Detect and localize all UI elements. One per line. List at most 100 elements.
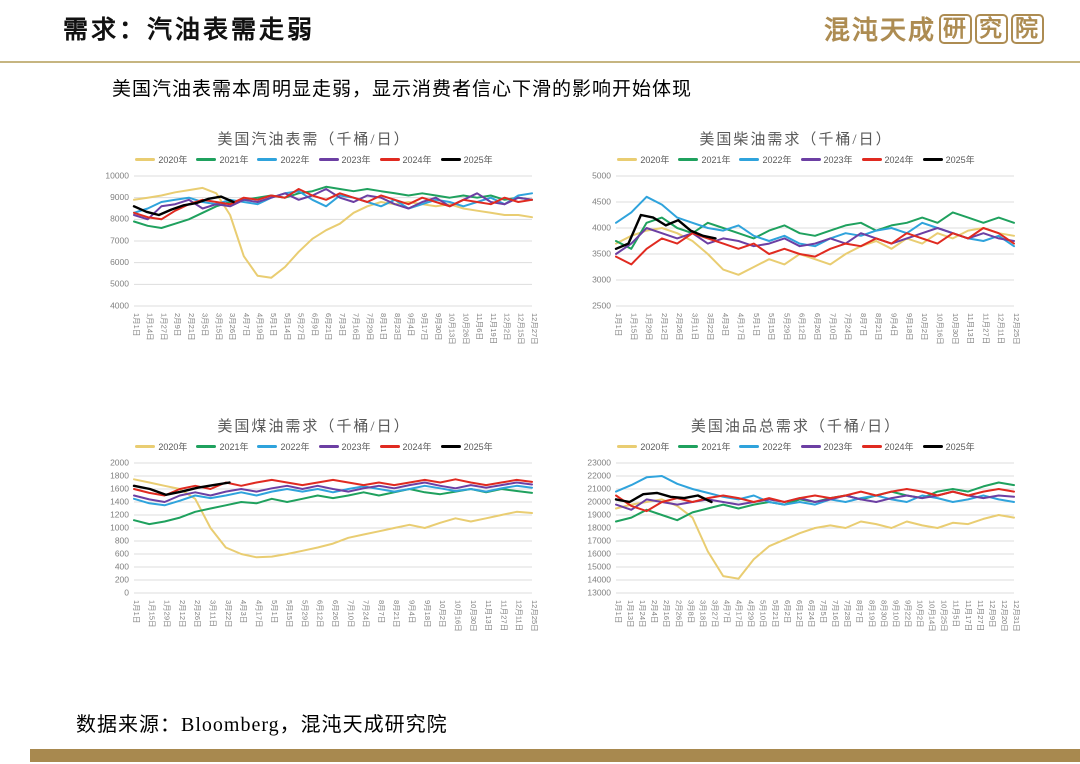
x-axis-tick-label: 11月13日 (484, 600, 493, 631)
x-axis-tick-label: 7月28日 (843, 600, 852, 628)
legend-item-2021年: 2021年 (196, 153, 248, 166)
legend-item-2021年: 2021年 (196, 440, 248, 453)
chart-us-total-oil-demand: 美国油品总需求（千桶/日） 2020年 2021年 2022年 2023年 2024年 2… (570, 415, 1022, 662)
series-line-2023年 (133, 188, 533, 221)
x-axis-tick-label: 8月11日 (379, 313, 388, 340)
x-axis-tick-label: 10月25日 (940, 600, 949, 632)
x-axis-tick-label: 11月17日 (964, 600, 973, 631)
y-axis-tick-label: 18000 (587, 522, 611, 532)
chart-us-kerosene-demand: 美国煤油需求（千桶/日） 2020年 2021年 2022年 2023年 2024年 20… (88, 415, 540, 662)
chart-title: 美国煤油需求（千桶/日） (217, 419, 411, 435)
x-axis-tick-label: 7月24日 (844, 313, 853, 341)
x-axis-tick-label: 12月31日 (1012, 600, 1021, 632)
x-axis-tick-label: 6月12日 (798, 313, 807, 341)
legend-item-2023年: 2023年 (800, 440, 853, 453)
x-axis-tick-label: 5月15日 (285, 600, 294, 628)
legend-label: 2021年 (701, 442, 731, 452)
x-axis-tick-label: 9月18日 (423, 600, 432, 628)
y-axis-tick-label: 8000 (110, 214, 129, 224)
y-axis-tick-label: 1800 (110, 470, 129, 480)
x-axis-tick-label: 6月9日 (310, 313, 319, 336)
legend-label: 2020年 (640, 442, 670, 452)
y-axis-tick-label: 20000 (587, 496, 611, 506)
x-axis-tick-label: 5月1日 (752, 313, 761, 336)
x-axis-tick-label: 10月2日 (438, 600, 447, 628)
y-axis-tick-label: 4000 (110, 300, 129, 310)
x-axis-tick-label: 2月9日 (173, 313, 182, 336)
header: 需求：汽油表需走弱 混沌天成 研究院 (63, 10, 1044, 47)
series-line-2021年 (615, 211, 1015, 250)
x-axis-tick-label: 7月10日 (346, 600, 355, 628)
y-axis-tick-label: 400 (115, 561, 129, 571)
x-axis-tick-label: 3月11日 (691, 313, 700, 340)
series-line-2022年 (133, 484, 533, 507)
chart-us-diesel-demand: 美国柴油需求（千桶/日） 2020年 2021年 2022年 2023年 2024年 20… (570, 128, 1022, 375)
x-axis-tick-label: 2月26日 (193, 600, 202, 628)
legend-swatch (739, 445, 760, 448)
x-axis-tick-label: 1月13日 (626, 600, 635, 628)
brand-logo-seal-char: 院 (1011, 14, 1044, 44)
y-axis-tick-label: 4500 (592, 196, 611, 206)
series-line-2022年 (615, 475, 1015, 506)
series-line-2024年 (615, 227, 1015, 266)
chart-legend: 2020年 2021年 2022年 2023年 2024年 2025年 (570, 440, 1022, 453)
legend-swatch (922, 445, 943, 448)
x-axis-tick-label: 7月24日 (362, 600, 371, 628)
legend-label: 2020年 (158, 155, 188, 165)
legend-swatch (861, 158, 882, 161)
y-axis-tick-label: 17000 (587, 535, 611, 545)
legend-swatch (440, 445, 461, 448)
legend-item-2020年: 2020年 (617, 153, 669, 166)
y-axis-tick-label: 200 (115, 574, 129, 584)
x-axis-tick-label: 7月3日 (338, 313, 347, 336)
legend-swatch (922, 158, 943, 161)
x-axis-tick-label: 1月1日 (132, 600, 141, 623)
y-axis-tick-label: 22000 (587, 470, 611, 480)
x-axis-tick-label: 5月29日 (782, 313, 791, 341)
legend-item-2022年: 2022年 (739, 440, 792, 453)
x-axis-tick-label: 8月30日 (879, 600, 888, 628)
legend-item-2025年: 2025年 (922, 440, 975, 453)
legend-swatch (196, 158, 217, 161)
y-axis-tick-label: 16000 (587, 548, 611, 558)
x-axis-tick-label: 8月21日 (392, 600, 401, 628)
y-axis-tick-label: 4000 (592, 222, 611, 232)
x-axis-tick-label: 5月1日 (270, 600, 279, 623)
chart-legend: 2020年 2021年 2022年 2023年 2024年 2025年 (88, 153, 540, 166)
legend-item-2022年: 2022年 (739, 153, 792, 166)
page-title: 需求：汽油表需走弱 (63, 17, 316, 44)
legend-item-2024年: 2024年 (861, 440, 914, 453)
legend-label: 2022年 (280, 155, 310, 165)
x-axis-tick-label: 9月10日 (891, 600, 900, 628)
x-axis-tick-label: 2月26日 (675, 313, 684, 341)
x-axis-tick-label: 9月4日 (406, 313, 415, 336)
legend-label: 2023年 (341, 155, 371, 165)
y-axis-tick-label: 9000 (110, 192, 129, 202)
x-axis-tick-label: 3月26日 (228, 313, 237, 341)
x-axis-tick-label: 6月26日 (813, 313, 822, 341)
x-axis-tick-label: 4月19日 (256, 313, 265, 341)
legend-swatch (379, 158, 400, 161)
legend-item-2024年: 2024年 (861, 153, 914, 166)
y-axis-tick-label: 21000 (587, 483, 611, 493)
legend-label: 2022年 (280, 442, 310, 452)
x-axis-tick-label: 4月17日 (736, 313, 745, 341)
legend-swatch (135, 445, 156, 448)
x-axis-tick-label: 12月9日 (988, 600, 997, 628)
x-axis-tick-label: 2月4日 (650, 600, 659, 623)
x-axis-tick-label: 9月18日 (905, 313, 914, 341)
x-axis-tick-label: 6月2日 (783, 600, 792, 623)
series-line-2025年 (614, 491, 713, 504)
x-axis-tick-label: 1月15日 (147, 600, 156, 628)
series-line-2021年 (133, 185, 533, 229)
legend-label: 2024年 (884, 155, 914, 165)
x-axis-tick-label: 11月27日 (499, 600, 508, 631)
x-axis-tick-label: 3月15日 (214, 313, 223, 341)
x-axis-tick-label: 9月4日 (408, 600, 417, 623)
x-axis-tick-label: 4月29日 (747, 600, 756, 628)
x-axis-tick-label: 5月10日 (759, 600, 768, 628)
x-axis-tick-label: 5月14日 (283, 313, 292, 341)
y-axis-tick-label: 3500 (592, 248, 611, 258)
legend-label: 2024年 (884, 442, 914, 452)
